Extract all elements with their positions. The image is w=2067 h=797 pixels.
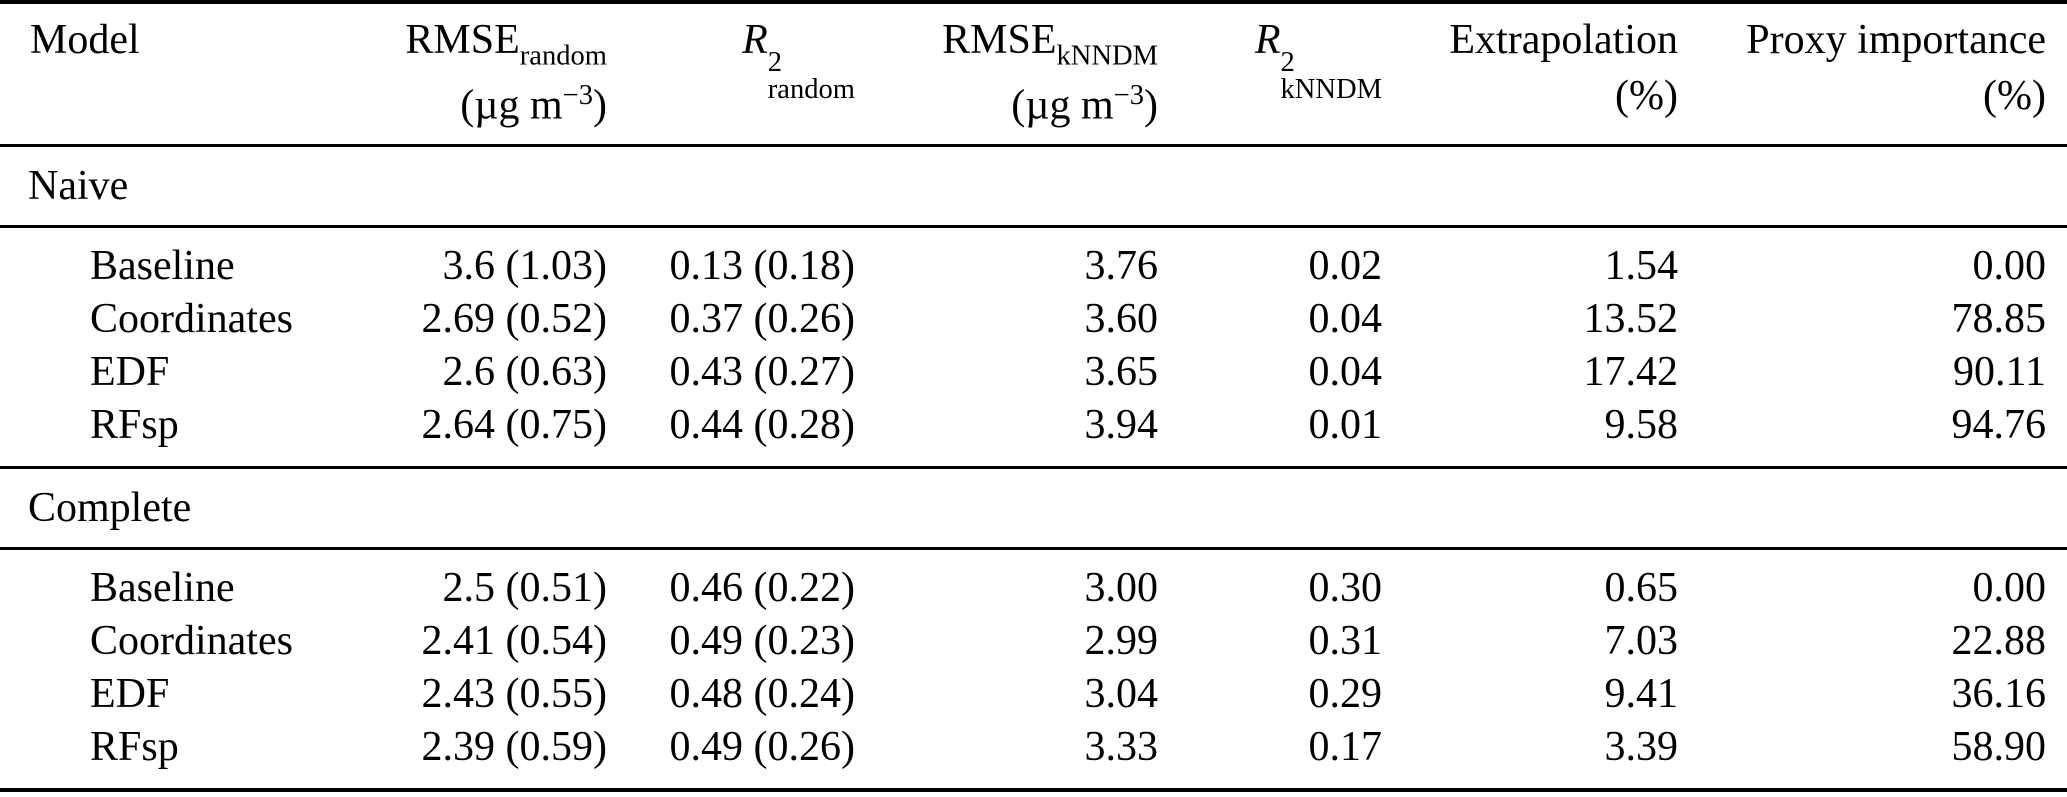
section-body-complete: Baseline 2.5 (0.51) 0.46 (0.22) 3.00 0.3…: [0, 549, 2067, 790]
cell-extrapolation: 1.54: [1604, 243, 1679, 289]
cell-r2-random: 0.43 (0.27): [669, 349, 855, 395]
col-header-model: Model: [0, 2, 335, 146]
table-row: RFsp 2.39 (0.59) 0.49 (0.26) 3.33 0.17 3…: [0, 721, 2067, 790]
col-header-proxy-importance: Proxy importance (%): [1678, 2, 2067, 146]
table-row: Coordinates 2.69 (0.52) 0.37 (0.26) 3.60…: [0, 293, 2067, 346]
col-header-model-label: Model: [30, 17, 140, 63]
cell-rmse-knndm: 3.76: [1084, 243, 1159, 289]
cell-r2-random: 0.48 (0.24): [669, 671, 855, 717]
table-row: Baseline 3.6 (1.03) 0.13 (0.18) 3.76 0.0…: [0, 227, 2067, 294]
cell-proxy-importance: 36.16: [1951, 671, 2047, 717]
subscript: random: [767, 73, 855, 105]
section-row: Naive: [0, 146, 2067, 227]
cell-model: Baseline: [90, 243, 235, 289]
cell-rmse-knndm: 3.33: [1084, 724, 1159, 770]
section-title: Complete: [28, 485, 192, 531]
cell-model: Coordinates: [90, 618, 293, 664]
cell-extrapolation: 3.39: [1604, 724, 1679, 770]
cell-r2-random: 0.49 (0.26): [669, 724, 855, 770]
superscript: −3: [1113, 80, 1144, 111]
section-row: Complete: [0, 468, 2067, 549]
cell-r2-knndm: 0.31: [1308, 618, 1383, 664]
cell-extrapolation: 9.58: [1604, 402, 1679, 448]
cell-r2-knndm: 0.04: [1308, 296, 1383, 342]
table-row: EDF 2.43 (0.55) 0.48 (0.24) 3.04 0.29 9.…: [0, 668, 2067, 721]
cell-extrapolation: 17.42: [1583, 349, 1679, 395]
table-row: Baseline 2.5 (0.51) 0.46 (0.22) 3.00 0.3…: [0, 549, 2067, 616]
cell-proxy-importance: 78.85: [1951, 296, 2047, 342]
cell-rmse-random: 3.6 (1.03): [442, 243, 607, 289]
cell-model: EDF: [90, 671, 170, 717]
cell-extrapolation: 0.65: [1604, 565, 1679, 611]
cell-rmse-knndm: 2.99: [1084, 618, 1159, 664]
table-row: RFsp 2.64 (0.75) 0.44 (0.28) 3.94 0.01 9…: [0, 399, 2067, 468]
table-row: Coordinates 2.41 (0.54) 0.49 (0.23) 2.99…: [0, 615, 2067, 668]
cell-model: Baseline: [90, 565, 235, 611]
cell-proxy-importance: 90.11: [1953, 349, 2046, 395]
superscript: −3: [562, 80, 593, 111]
cell-rmse-random: 2.41 (0.54): [421, 618, 607, 664]
table-header: Model RMSErandom (µg m−3) R 2 random RMSEk…: [0, 2, 2067, 146]
cell-r2-random: 0.37 (0.26): [669, 296, 855, 342]
section-title: Naive: [28, 163, 129, 209]
header-row: Model RMSErandom (µg m−3) R 2 random RMSEk…: [0, 2, 2067, 146]
cell-proxy-importance: 58.90: [1951, 724, 2047, 770]
cell-r2-random: 0.49 (0.23): [669, 618, 855, 664]
unit-label: (%): [1983, 73, 2046, 119]
cell-extrapolation: 7.03: [1604, 618, 1679, 664]
subscript: kNNDM: [1280, 73, 1382, 105]
unit-label: (µg m−3): [460, 80, 607, 129]
col-header-extrapolation: Extrapolation (%): [1382, 2, 1678, 146]
cell-rmse-knndm: 3.60: [1084, 296, 1159, 342]
col-header-r2-knndm: R 2 kNNDM: [1254, 17, 1382, 105]
cell-model: EDF: [90, 349, 170, 395]
cell-r2-knndm: 0.02: [1308, 243, 1383, 289]
cell-rmse-knndm: 3.04: [1084, 671, 1159, 717]
cell-r2-knndm: 0.01: [1308, 402, 1383, 448]
section-header-naive: Naive: [0, 146, 2067, 227]
cell-r2-knndm: 0.04: [1308, 349, 1383, 395]
cell-proxy-importance: 22.88: [1951, 618, 2047, 664]
cell-model: RFsp: [90, 402, 179, 448]
section-header-complete: Complete: [0, 468, 2067, 549]
cell-model: RFsp: [90, 724, 179, 770]
cell-rmse-random: 2.5 (0.51): [442, 565, 607, 611]
cell-rmse-knndm: 3.00: [1084, 565, 1159, 611]
cell-rmse-random: 2.39 (0.59): [421, 724, 607, 770]
cell-rmse-knndm: 3.94: [1084, 402, 1159, 448]
col-header-rmse-random: RMSErandom (µg m−3): [335, 2, 607, 146]
cell-rmse-random: 2.6 (0.63): [442, 349, 607, 395]
cell-extrapolation: 9.41: [1604, 671, 1679, 717]
cell-r2-knndm: 0.30: [1308, 565, 1383, 611]
unit-label: (µg m−3): [1011, 80, 1158, 129]
cell-r2-knndm: 0.29: [1308, 671, 1383, 717]
cell-proxy-importance: 0.00: [1972, 243, 2047, 289]
cell-proxy-importance: 94.76: [1951, 402, 2047, 448]
cell-model: Coordinates: [90, 296, 293, 342]
cell-proxy-importance: 0.00: [1972, 565, 2047, 611]
subscript: kNNDM: [1056, 40, 1158, 72]
col-header-rmse-knndm: RMSEkNNDM (µg m−3): [855, 2, 1158, 146]
cell-rmse-knndm: 3.65: [1084, 349, 1159, 395]
cell-rmse-random: 2.69 (0.52): [421, 296, 607, 342]
cell-rmse-random: 2.43 (0.55): [421, 671, 607, 717]
superscript: 2: [767, 46, 783, 78]
cell-r2-random: 0.46 (0.22): [669, 565, 855, 611]
section-body-naive: Baseline 3.6 (1.03) 0.13 (0.18) 3.76 0.0…: [0, 227, 2067, 468]
table-row: EDF 2.6 (0.63) 0.43 (0.27) 3.65 0.04 17.…: [0, 346, 2067, 399]
unit-label: (%): [1615, 73, 1678, 119]
cell-rmse-random: 2.64 (0.75): [421, 402, 607, 448]
subscript: random: [519, 40, 607, 72]
superscript: 2: [1280, 46, 1295, 78]
cell-r2-random: 0.44 (0.28): [669, 402, 855, 448]
cell-extrapolation: 13.52: [1583, 296, 1679, 342]
cell-r2-random: 0.13 (0.18): [669, 243, 855, 289]
col-header-r2-random: R 2 random: [742, 17, 855, 105]
cell-r2-knndm: 0.17: [1308, 724, 1383, 770]
